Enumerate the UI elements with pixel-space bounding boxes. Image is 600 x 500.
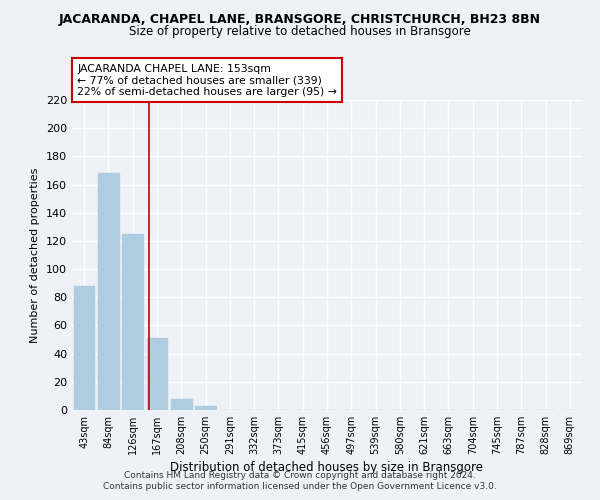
Bar xyxy=(74,286,94,410)
Text: JACARANDA CHAPEL LANE: 153sqm
← 77% of detached houses are smaller (339)
22% of : JACARANDA CHAPEL LANE: 153sqm ← 77% of d… xyxy=(77,64,337,97)
Bar xyxy=(195,406,216,410)
Y-axis label: Number of detached properties: Number of detached properties xyxy=(31,168,40,342)
Text: Contains HM Land Registry data © Crown copyright and database right 2024.: Contains HM Land Registry data © Crown c… xyxy=(124,470,476,480)
X-axis label: Distribution of detached houses by size in Bransgore: Distribution of detached houses by size … xyxy=(170,461,484,474)
Text: JACARANDA, CHAPEL LANE, BRANSGORE, CHRISTCHURCH, BH23 8BN: JACARANDA, CHAPEL LANE, BRANSGORE, CHRIS… xyxy=(59,12,541,26)
Bar xyxy=(146,338,167,410)
Text: Contains public sector information licensed under the Open Government Licence v3: Contains public sector information licen… xyxy=(103,482,497,491)
Bar xyxy=(98,174,119,410)
Bar xyxy=(122,234,143,410)
Bar xyxy=(171,398,191,410)
Text: Size of property relative to detached houses in Bransgore: Size of property relative to detached ho… xyxy=(129,25,471,38)
